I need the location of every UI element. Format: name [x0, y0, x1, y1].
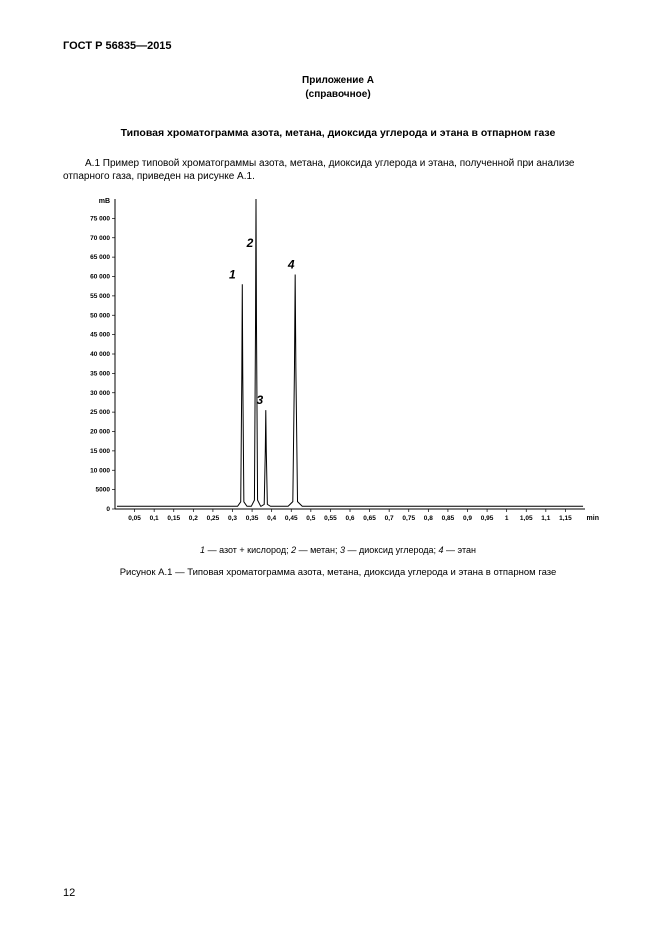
- svg-text:1,15: 1,15: [559, 515, 572, 522]
- svg-text:30 000: 30 000: [90, 390, 110, 397]
- svg-text:55 000: 55 000: [90, 293, 110, 300]
- page-number: 12: [63, 887, 75, 899]
- svg-text:1,1: 1,1: [541, 515, 550, 522]
- svg-text:0,3: 0,3: [228, 515, 237, 522]
- svg-text:0,95: 0,95: [481, 515, 494, 522]
- svg-text:15 000: 15 000: [90, 448, 110, 455]
- svg-text:0,75: 0,75: [402, 515, 415, 522]
- svg-text:0,8: 0,8: [424, 515, 433, 522]
- svg-text:0,25: 0,25: [207, 515, 220, 522]
- svg-text:1: 1: [229, 267, 236, 281]
- appendix-sub: (справочное): [63, 88, 613, 102]
- svg-text:40 000: 40 000: [90, 351, 110, 358]
- peak-legend: 1 — азот + кислород; 2 — метан; 3 — диок…: [63, 545, 613, 555]
- svg-text:0,6: 0,6: [345, 515, 354, 522]
- svg-text:3: 3: [256, 393, 263, 407]
- svg-text:2: 2: [246, 236, 254, 250]
- figure-caption: Рисунок А.1 — Типовая хроматограмма азот…: [63, 567, 613, 578]
- svg-text:4: 4: [287, 258, 295, 272]
- svg-text:10 000: 10 000: [90, 467, 110, 474]
- svg-text:0,45: 0,45: [285, 515, 298, 522]
- svg-text:0,4: 0,4: [267, 515, 276, 522]
- svg-text:35 000: 35 000: [90, 370, 110, 377]
- svg-text:0,7: 0,7: [385, 515, 394, 522]
- svg-text:min: min: [587, 515, 599, 522]
- svg-text:1,05: 1,05: [520, 515, 533, 522]
- svg-text:1: 1: [505, 515, 509, 522]
- appendix-title: Приложение А: [63, 74, 613, 88]
- svg-text:75 000: 75 000: [90, 215, 110, 222]
- svg-text:20 000: 20 000: [90, 429, 110, 436]
- svg-text:5000: 5000: [96, 487, 111, 494]
- svg-text:50 000: 50 000: [90, 312, 110, 319]
- svg-text:0,15: 0,15: [167, 515, 180, 522]
- chromatogram-svg: 0,05 0,1 0,15 0,2 0,25 0,3 0,35 0,4 0,45 0,5 0,55 0…: [73, 191, 603, 531]
- svg-text:0,1: 0,1: [150, 515, 159, 522]
- svg-text:0,55: 0,55: [324, 515, 337, 522]
- svg-text:0,5: 0,5: [306, 515, 315, 522]
- svg-text:0,85: 0,85: [442, 515, 455, 522]
- doc-header: ГОСТ Р 56835—2015: [63, 40, 613, 52]
- svg-text:0: 0: [106, 506, 110, 513]
- svg-text:60 000: 60 000: [90, 274, 110, 281]
- svg-text:65 000: 65 000: [90, 254, 110, 261]
- section-title: Типовая хроматограмма азота, метана, дио…: [63, 127, 613, 139]
- svg-text:25 000: 25 000: [90, 409, 110, 416]
- svg-text:mB: mB: [99, 198, 110, 205]
- svg-text:0,2: 0,2: [189, 515, 198, 522]
- svg-text:0,05: 0,05: [128, 515, 141, 522]
- chromatogram-chart: 0,05 0,1 0,15 0,2 0,25 0,3 0,35 0,4 0,45 0,5 0,55 0…: [73, 191, 603, 531]
- svg-text:70 000: 70 000: [90, 235, 110, 242]
- paragraph-a1: А.1 Пример типовой хроматограммы азота, …: [63, 157, 613, 183]
- svg-text:0,65: 0,65: [363, 515, 376, 522]
- appendix-heading: Приложение А (справочное): [63, 74, 613, 101]
- svg-text:0,35: 0,35: [246, 515, 259, 522]
- svg-text:0,9: 0,9: [463, 515, 472, 522]
- svg-text:45 000: 45 000: [90, 332, 110, 339]
